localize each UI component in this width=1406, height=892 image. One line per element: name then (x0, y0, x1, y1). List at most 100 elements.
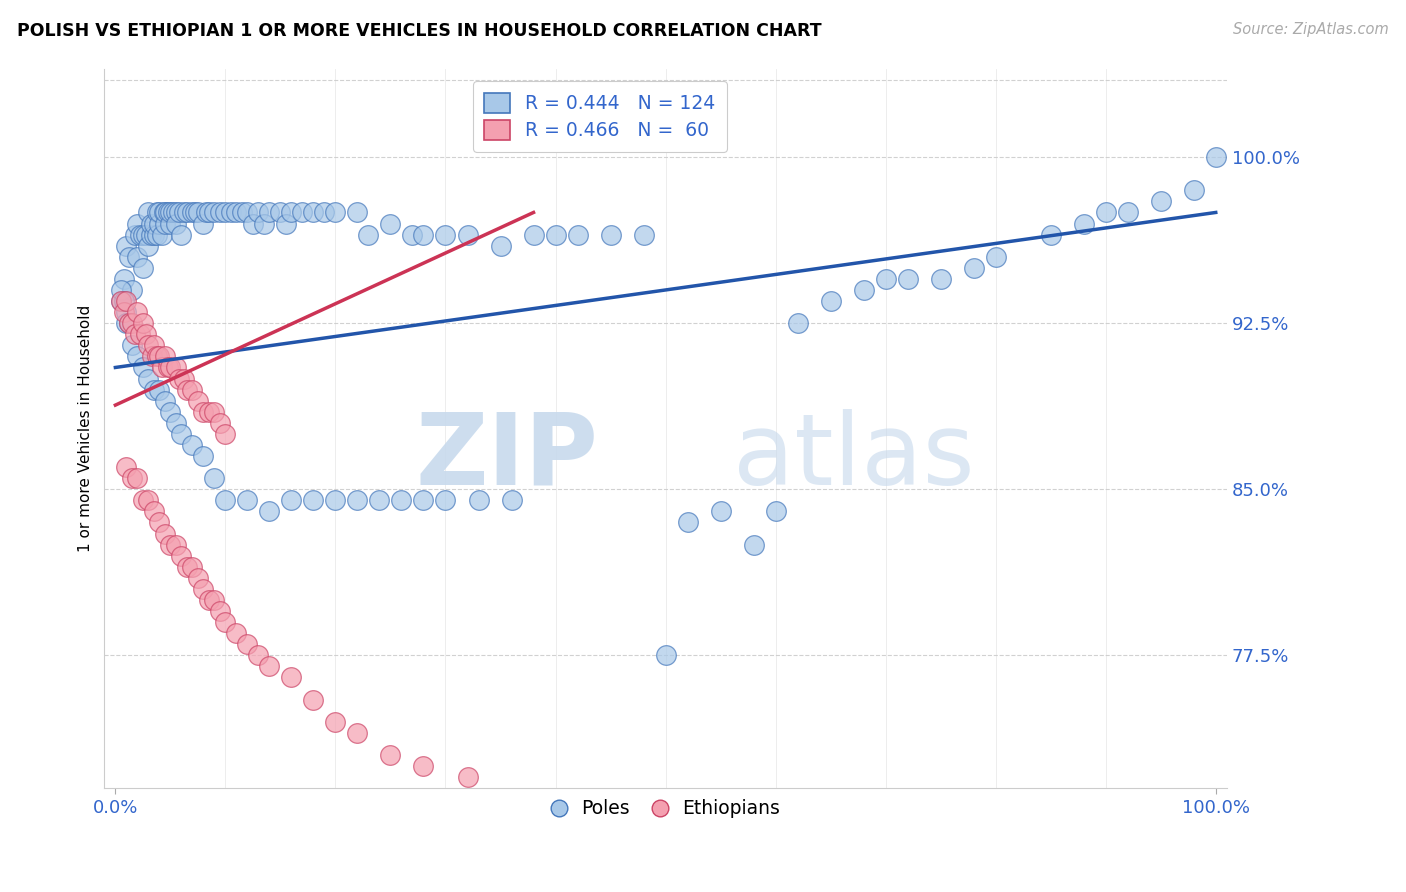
Point (121, 338, 143, 352)
Point (786, 316, 808, 330)
Point (187, 571, 209, 585)
Point (139, 217, 162, 231)
Point (457, 227, 479, 242)
Point (302, 205, 325, 219)
Point (225, 205, 247, 219)
Point (204, 405, 226, 419)
Point (167, 205, 190, 219)
Point (325, 493, 347, 508)
Point (138, 493, 160, 508)
Point (280, 671, 302, 685)
Point (115, 238, 138, 252)
Point (142, 383, 165, 397)
Point (231, 205, 253, 219)
Point (159, 217, 181, 231)
Point (259, 205, 281, 219)
Point (165, 538, 187, 552)
Point (173, 371, 195, 385)
Point (391, 493, 413, 508)
Point (204, 471, 226, 485)
Point (280, 493, 302, 508)
Point (132, 227, 155, 242)
Point (162, 205, 184, 219)
Point (121, 471, 143, 485)
Point (544, 227, 567, 242)
Point (141, 350, 163, 364)
Point (1205, 150, 1227, 164)
Point (875, 272, 897, 286)
Point (135, 327, 157, 342)
Point (138, 205, 160, 219)
Point (115, 305, 138, 319)
Point (193, 217, 215, 231)
Point (314, 205, 336, 219)
Point (325, 714, 347, 729)
Point (117, 316, 139, 330)
Point (208, 416, 231, 430)
Point (1039, 227, 1062, 242)
Point (412, 759, 434, 773)
Point (142, 227, 165, 242)
Point (929, 272, 952, 286)
Point (274, 217, 297, 231)
Point (253, 217, 276, 231)
Point (148, 516, 170, 530)
Point (159, 205, 181, 219)
Point (236, 493, 259, 508)
Point (128, 227, 150, 242)
Point (150, 360, 173, 375)
Point (181, 383, 204, 397)
Point (153, 393, 176, 408)
Point (434, 227, 457, 242)
Point (1073, 217, 1095, 231)
Point (346, 726, 368, 740)
Point (208, 604, 231, 618)
Point (159, 405, 181, 419)
Point (146, 350, 169, 364)
Point (142, 217, 165, 231)
Point (159, 360, 181, 375)
Point (214, 493, 236, 508)
Point (176, 383, 198, 397)
Point (165, 416, 187, 430)
Point (198, 405, 221, 419)
Point (153, 217, 176, 231)
Point (124, 327, 146, 342)
Point (157, 360, 180, 375)
Point (157, 205, 180, 219)
Point (181, 438, 204, 452)
Point (412, 227, 434, 242)
Point (380, 747, 402, 762)
Point (412, 493, 434, 508)
Text: atlas: atlas (733, 409, 974, 506)
Point (963, 260, 986, 275)
Point (368, 493, 391, 508)
Point (127, 250, 149, 264)
Point (380, 217, 402, 231)
Point (187, 393, 209, 408)
Point (1182, 183, 1205, 197)
Point (153, 205, 176, 219)
Point (820, 293, 842, 308)
Point (325, 205, 347, 219)
Text: Source: ZipAtlas.com: Source: ZipAtlas.com (1233, 22, 1389, 37)
Point (193, 405, 215, 419)
Point (219, 205, 242, 219)
Point (984, 250, 1007, 264)
Point (112, 272, 135, 286)
Point (115, 460, 138, 475)
Point (127, 471, 149, 485)
Point (132, 316, 155, 330)
Point (121, 283, 143, 297)
Y-axis label: 1 or more Vehicles in Household: 1 or more Vehicles in Household (79, 305, 93, 552)
Point (710, 504, 733, 518)
Point (135, 227, 157, 242)
Point (193, 582, 215, 596)
Point (897, 272, 920, 286)
Point (198, 205, 221, 219)
Point (214, 205, 236, 219)
Point (302, 692, 325, 706)
Point (633, 227, 655, 242)
Point (676, 516, 699, 530)
Point (214, 615, 236, 629)
